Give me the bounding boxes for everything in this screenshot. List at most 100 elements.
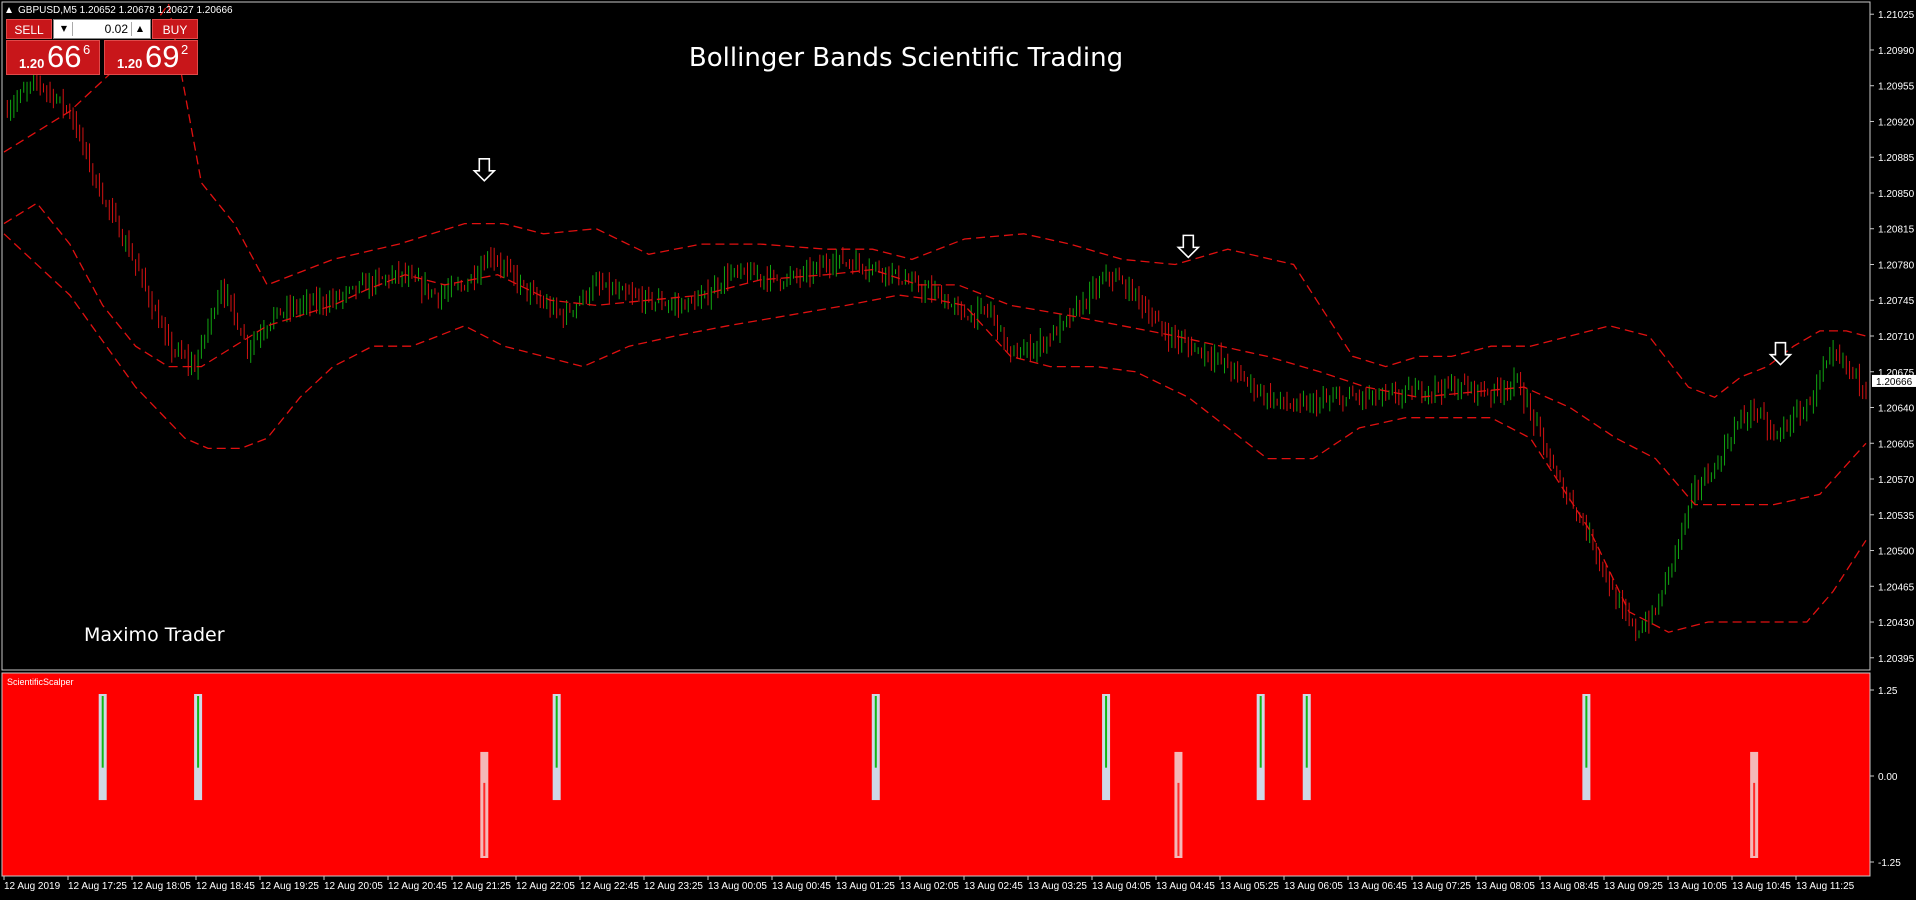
time-tick-label: 12 Aug 22:05 <box>516 881 575 892</box>
buy-button[interactable]: BUY <box>152 19 198 39</box>
price-tick-label: 1.20465 <box>1878 582 1915 593</box>
buy-signal-core <box>1585 696 1588 768</box>
indicator-name: ScientificScalper <box>7 677 74 687</box>
time-tick-label: 13 Aug 00:05 <box>708 881 767 892</box>
current-price-label: 1.20666 <box>1876 377 1913 388</box>
time-tick-label: 12 Aug 21:25 <box>452 881 511 892</box>
one-click-trading-panel: SELL ▼ ▲ BUY 1.20 66 6 1.20 69 2 <box>6 19 198 75</box>
sell-signal-core <box>483 782 486 856</box>
price-tick-label: 1.20395 <box>1878 654 1915 665</box>
time-tick-label: 13 Aug 02:45 <box>964 881 1023 892</box>
buy-price-pip: 2 <box>181 42 189 57</box>
buy-price-button[interactable]: 1.20 69 2 <box>104 39 198 75</box>
candles-layer <box>6 67 1867 642</box>
lot-increase-icon[interactable]: ▲ <box>131 22 148 36</box>
indicator-tick-label: 0.00 <box>1878 772 1898 783</box>
lot-size-input[interactable] <box>74 21 128 37</box>
price-tick-label: 1.20640 <box>1878 404 1915 415</box>
middle-band-line <box>3 202 1867 506</box>
bollinger-bands-layer <box>3 2 1867 633</box>
price-axis[interactable]: 1.21025 1.20990 1.20955 1.20920 1.20885 1.208… <box>1870 10 1915 665</box>
time-tick-label: 12 Aug 23:25 <box>644 881 703 892</box>
time-tick-label: 12 Aug 20:45 <box>388 881 447 892</box>
time-tick-label: 13 Aug 04:05 <box>1092 881 1151 892</box>
buy-signal-core <box>1305 696 1308 768</box>
sell-price-button[interactable]: 1.20 66 6 <box>6 39 100 75</box>
price-tick-label: 1.20500 <box>1878 547 1915 558</box>
main-plot-area[interactable] <box>1 1 1871 671</box>
sell-price-pip: 6 <box>83 42 91 57</box>
buy-signal-core <box>555 696 558 768</box>
price-tick-label: 1.20535 <box>1878 511 1915 522</box>
lower-band-line <box>3 233 1867 633</box>
time-tick-label: 12 Aug 19:25 <box>260 881 319 892</box>
price-tick-label: 1.20745 <box>1878 296 1915 307</box>
buy-price-main: 69 <box>145 39 180 74</box>
indicator-tick-label: 1.25 <box>1878 686 1898 697</box>
price-tick-label: 1.20990 <box>1878 46 1915 57</box>
sell-price-prefix: 1.20 <box>19 56 45 71</box>
time-tick-label: 12 Aug 18:05 <box>132 881 191 892</box>
time-tick-label: 12 Aug 20:05 <box>324 881 383 892</box>
price-tick-label: 1.20675 <box>1878 368 1915 379</box>
sell-signal-core <box>1177 782 1180 856</box>
price-tick-label: 1.21025 <box>1878 10 1915 21</box>
brand-label: Maximo Trader <box>84 624 225 646</box>
time-tick-label: 13 Aug 11:25 <box>1796 881 1855 892</box>
time-tick-label: 13 Aug 06:45 <box>1348 881 1407 892</box>
price-tick-label: 1.20885 <box>1878 153 1915 164</box>
sell-price-main: 66 <box>47 39 82 74</box>
time-tick-label: 12 Aug 2019 <box>4 881 61 892</box>
lot-size-field[interactable]: ▼ ▲ <box>53 19 151 39</box>
price-tick-label: 1.20570 <box>1878 475 1915 486</box>
price-tick-label: 1.20955 <box>1878 82 1915 93</box>
sell-signal-core <box>1753 782 1756 856</box>
symbol-header: GBPUSD,M5 1.20652 1.20678 1.20627 1.2066… <box>18 5 233 16</box>
price-tick-label: 1.20815 <box>1878 225 1915 236</box>
time-tick-label: 13 Aug 08:45 <box>1540 881 1599 892</box>
time-tick-label: 13 Aug 07:25 <box>1412 881 1471 892</box>
buy-signal-core <box>1105 696 1108 768</box>
price-tick-label: 1.20780 <box>1878 260 1915 271</box>
price-tick-label: 1.20920 <box>1878 117 1915 128</box>
indicator-bars-layer <box>98 694 1759 858</box>
sell-button[interactable]: SELL <box>6 19 52 39</box>
time-tick-label: 13 Aug 09:25 <box>1604 881 1663 892</box>
buy-signal-core <box>101 696 104 768</box>
time-tick-label: 13 Aug 08:05 <box>1476 881 1535 892</box>
price-tick-label: 1.20430 <box>1878 618 1915 629</box>
time-axis[interactable]: 12 Aug 2019 12 Aug 17:25 12 Aug 18:05 12 Au… <box>3 876 1855 892</box>
time-tick-label: 13 Aug 05:25 <box>1220 881 1279 892</box>
down-arrow-icon <box>1176 234 1201 259</box>
collapse-triangle-icon[interactable] <box>6 7 12 13</box>
arrow-signals-layer <box>472 157 1793 366</box>
down-arrow-icon <box>1768 341 1793 366</box>
time-tick-label: 13 Aug 00:45 <box>772 881 831 892</box>
buy-price-prefix: 1.20 <box>117 56 143 71</box>
time-tick-label: 12 Aug 22:45 <box>580 881 639 892</box>
price-tick-label: 1.20710 <box>1878 332 1915 343</box>
chart-title: Bollinger Bands Scientific Trading <box>689 43 1123 73</box>
time-tick-label: 13 Aug 01:25 <box>836 881 895 892</box>
current-price-tag: 1.20666 <box>1872 374 1916 388</box>
price-tick-label: 1.20605 <box>1878 439 1915 450</box>
time-tick-label: 13 Aug 10:05 <box>1668 881 1727 892</box>
lot-decrease-icon[interactable]: ▼ <box>56 22 73 36</box>
time-tick-label: 13 Aug 06:05 <box>1284 881 1343 892</box>
time-tick-label: 13 Aug 10:45 <box>1732 881 1791 892</box>
time-tick-label: 12 Aug 18:45 <box>196 881 255 892</box>
time-tick-label: 13 Aug 02:05 <box>900 881 959 892</box>
indicator-axis: 1.25 0.00 -1.25 <box>1870 686 1901 869</box>
buy-signal-core <box>1259 696 1262 768</box>
time-tick-label: 13 Aug 03:25 <box>1028 881 1087 892</box>
time-tick-label: 13 Aug 04:45 <box>1156 881 1215 892</box>
price-tick-label: 1.20850 <box>1878 189 1915 200</box>
indicator-tick-label: -1.25 <box>1878 858 1901 869</box>
indicator-panel[interactable] <box>1 672 1871 877</box>
time-tick-label: 12 Aug 17:25 <box>68 881 127 892</box>
upper-band-line <box>3 2 1867 399</box>
buy-signal-core <box>874 696 877 768</box>
buy-signal-core <box>197 696 200 768</box>
